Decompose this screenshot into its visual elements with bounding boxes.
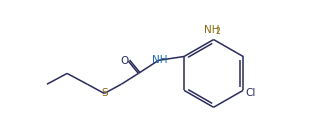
Text: O: O <box>120 56 128 66</box>
Text: Cl: Cl <box>246 88 256 98</box>
Text: 2: 2 <box>216 27 221 36</box>
Text: S: S <box>101 89 108 99</box>
Text: NH: NH <box>204 25 220 35</box>
Text: NH: NH <box>152 55 167 65</box>
